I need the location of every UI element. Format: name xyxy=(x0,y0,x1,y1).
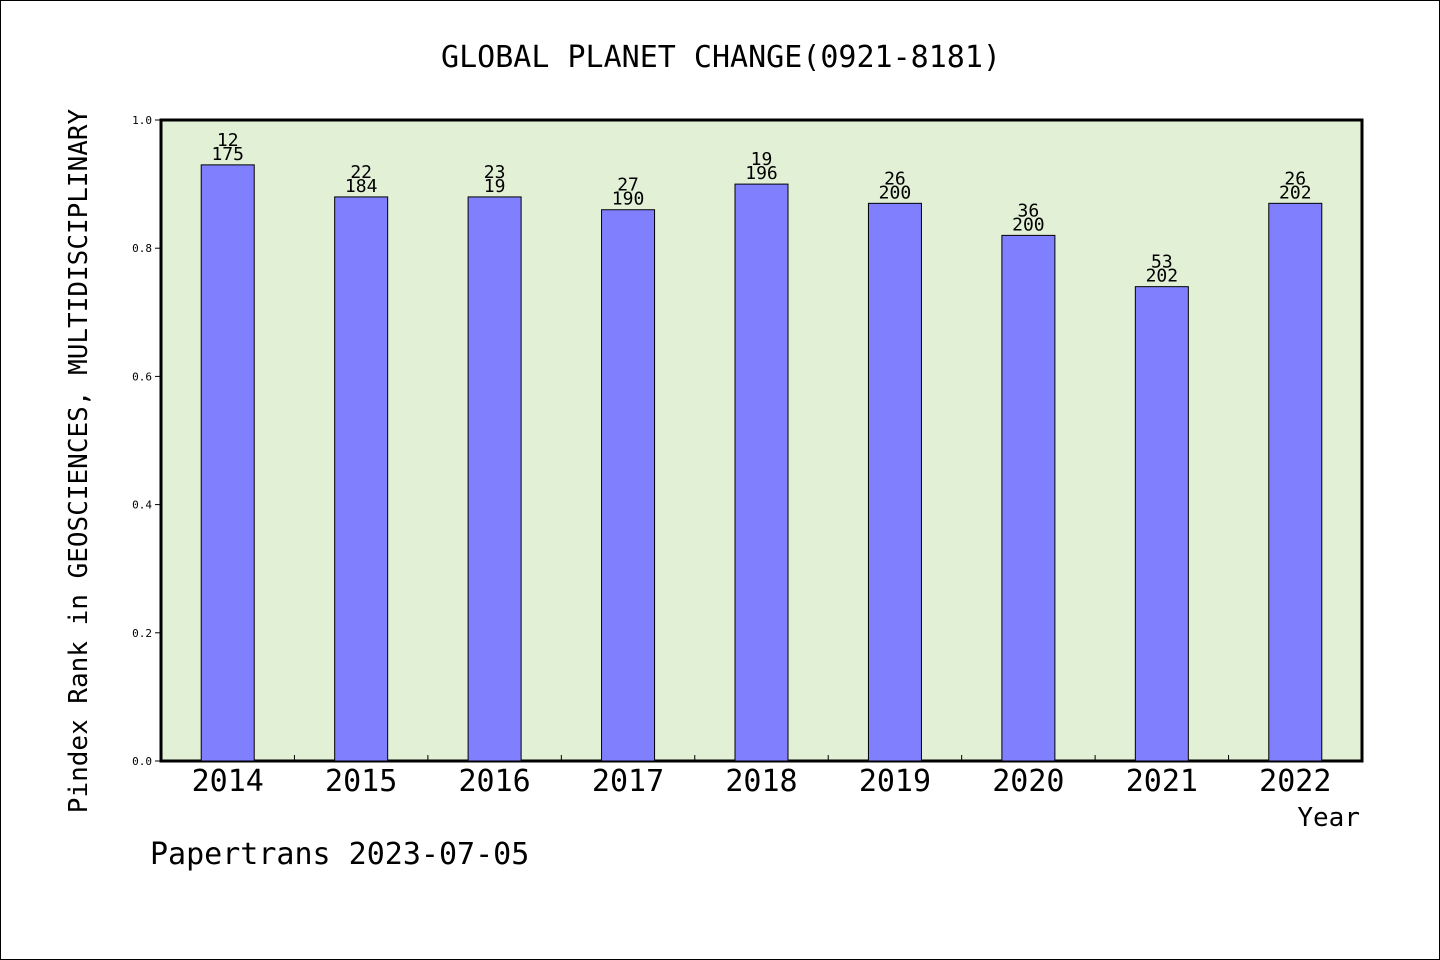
bar-total-label: 196 xyxy=(745,163,778,184)
y-tick-label: 0.8 xyxy=(132,242,152,255)
bar-2021 xyxy=(1134,286,1189,762)
footer-note: Papertrans 2023-07-05 xyxy=(150,837,529,872)
bar-2019 xyxy=(867,202,922,762)
x-tick-label: 2016 xyxy=(458,764,530,799)
bar-rank-label: 22 xyxy=(350,162,372,183)
bar-2014 xyxy=(200,164,255,762)
bar-2018 xyxy=(734,183,789,762)
y-tick-label: 0.6 xyxy=(132,370,152,383)
bar-total-label: 175 xyxy=(211,144,244,165)
chart-title: GLOBAL PLANET CHANGE(0921-8181) xyxy=(441,40,1001,75)
x-tick-label: 2018 xyxy=(725,764,797,799)
bar-total-label: 184 xyxy=(345,176,378,197)
bar-2017 xyxy=(601,209,656,762)
bar-rank-label: 23 xyxy=(484,162,506,183)
bar-rank-label: 26 xyxy=(884,168,906,189)
bar-rank-label: 27 xyxy=(617,175,639,196)
bar-rank-label: 12 xyxy=(217,130,239,151)
bar-total-label: 200 xyxy=(879,182,912,203)
y-tick-label: 0.0 xyxy=(132,755,152,768)
bar-total-label: 202 xyxy=(1279,182,1312,203)
y-tick-label: 0.2 xyxy=(132,627,152,640)
bar-total-label: 19 xyxy=(484,176,506,197)
x-tick-label: 2015 xyxy=(325,764,397,799)
y-tick-label: 0.4 xyxy=(132,499,152,512)
bar-rank-label: 19 xyxy=(751,149,773,170)
bar-2016 xyxy=(467,196,522,762)
bar-2022 xyxy=(1268,202,1323,762)
bar-rank-label: 36 xyxy=(1018,200,1040,221)
x-axis: 2014 2015 2016 2017 2018 2019 2020 2021 2022 xyxy=(192,755,1331,799)
x-axis-label: Year xyxy=(1297,803,1360,833)
bar-total-label: 190 xyxy=(612,189,645,210)
x-tick-label: 2014 xyxy=(192,764,264,799)
y-axis-label: Pindex Rank in GEOSCIENCES, MULTIDISCIPL… xyxy=(64,108,94,813)
x-tick-label: 2020 xyxy=(992,764,1064,799)
x-tick-label: 2019 xyxy=(859,764,931,799)
x-tick-label: 2021 xyxy=(1126,764,1198,799)
y-axis: 0.0 0.2 0.4 0.6 0.8 1.0 xyxy=(132,114,161,768)
bar-rank-label: 26 xyxy=(1284,168,1306,189)
bar-2015 xyxy=(334,196,389,762)
bar-rank-label: 53 xyxy=(1151,252,1173,273)
bar-total-label: 202 xyxy=(1146,266,1179,287)
bar-2020 xyxy=(1001,234,1056,762)
y-tick-label: 1.0 xyxy=(132,114,152,127)
bar-total-label: 200 xyxy=(1012,214,1045,235)
x-tick-label: 2017 xyxy=(592,764,664,799)
x-tick-label: 2022 xyxy=(1259,764,1331,799)
